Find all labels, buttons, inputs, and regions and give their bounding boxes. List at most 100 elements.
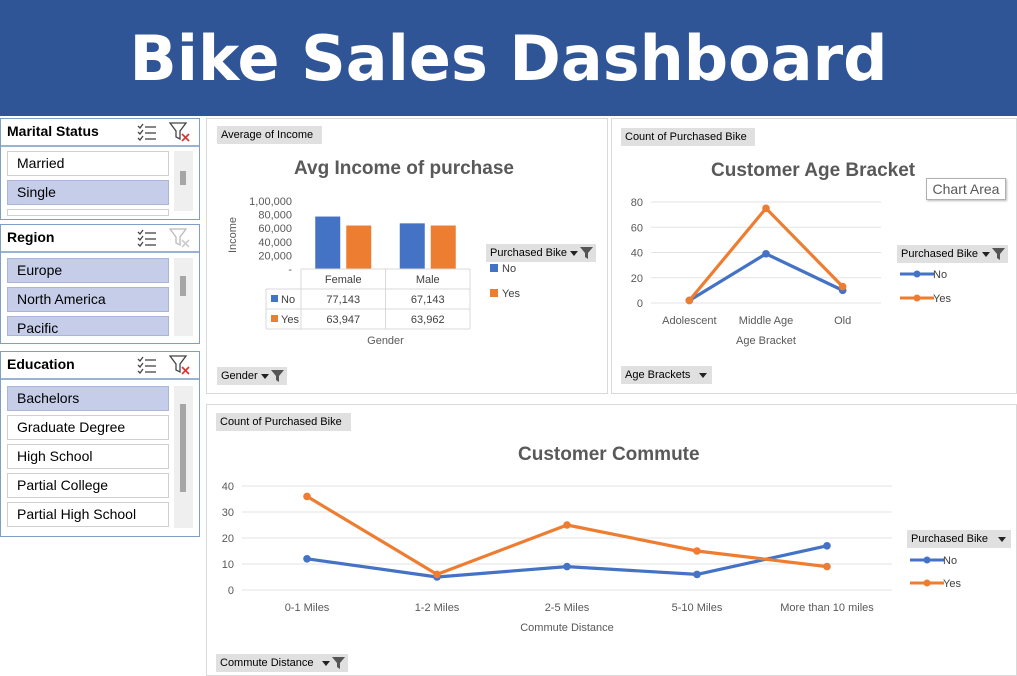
data-point-yes [838, 282, 847, 291]
category-label: Female [325, 274, 362, 286]
data-label: 63,962 [411, 314, 445, 326]
data-label: 67,143 [411, 294, 445, 306]
slicer-scrollbar[interactable] [174, 151, 193, 211]
scrollbar-thumb[interactable] [180, 404, 186, 492]
scrollbar-thumb[interactable] [180, 171, 186, 185]
multi-select-icon[interactable] [137, 229, 157, 247]
axis-field-button-age-brackets[interactable]: Age Brackets [621, 366, 712, 384]
commute-line-chart[interactable]: 0 10 20 30 40 0-1 Miles 1-2 Miles 2-5 Miles 5-10… [206, 470, 1017, 640]
series-line-no [687, 252, 845, 303]
category-label: 2-5 Miles [545, 602, 590, 614]
commute-chart-panel[interactable]: Count of Purchased Bike Commute Distance… [206, 404, 1017, 676]
dropdown-arrow-icon[interactable] [698, 368, 708, 382]
legend-header-label: Purchased Bike [490, 247, 568, 259]
multi-select-icon[interactable] [137, 123, 157, 141]
slicer-title: Education [7, 356, 75, 372]
legend-label: No [502, 263, 516, 275]
slicer-item-selected[interactable]: North America [7, 287, 169, 312]
data-point-yes [693, 547, 701, 555]
data-point-yes [685, 296, 694, 305]
bar-yes [346, 225, 372, 269]
category-label: Middle Age [739, 315, 793, 327]
slicer-item[interactable]: Partial College [7, 473, 169, 498]
clear-filter-icon[interactable] [169, 228, 191, 248]
data-point-yes [303, 492, 311, 501]
multi-select-icon[interactable] [137, 356, 157, 374]
filter-dropdown-icon[interactable] [320, 656, 346, 670]
y-tick-label: 80,000 [258, 210, 292, 222]
y-tick-label: 60,000 [258, 223, 292, 235]
slicer-item-partial[interactable] [7, 209, 169, 216]
legend-label: Yes [502, 288, 520, 300]
y-tick-label: 20 [631, 273, 643, 285]
series-line-no [305, 544, 829, 579]
category-label: 0-1 Miles [285, 602, 330, 614]
field-button-average-income[interactable]: Average of Income [217, 126, 322, 144]
dropdown-arrow-icon[interactable] [997, 532, 1007, 546]
scrollbar-thumb[interactable] [180, 276, 186, 296]
slicer-region[interactable]: Region Europe North America Pacific [0, 224, 200, 344]
slicer-header: Marital Status [1, 119, 199, 147]
slicer-title: Region [7, 229, 55, 245]
y-tick-label: 30 [222, 507, 234, 519]
x-axis-label: Commute Distance [520, 622, 614, 634]
data-point-yes [433, 570, 441, 579]
legend-label: Yes [943, 578, 961, 590]
filter-dropdown-icon[interactable] [259, 369, 285, 383]
income-chart-title: Avg Income of purchase [294, 158, 514, 179]
field-button-count-purchased[interactable]: Count of Purchased Bike [216, 413, 351, 431]
table-legend-key [271, 315, 278, 322]
legend-marker [913, 270, 921, 278]
legend-header-button[interactable]: Purchased Bike [907, 530, 1011, 548]
axis-field-button-gender[interactable]: Gender [217, 367, 287, 385]
axis-field-label: Gender [221, 370, 258, 382]
commute-chart-title: Customer Commute [518, 444, 700, 465]
legend-header-button[interactable]: Purchased Bike [897, 245, 1008, 263]
category-label: 1-2 Miles [415, 602, 460, 614]
legend-header-label: Purchased Bike [901, 248, 979, 260]
data-point-no [563, 562, 571, 571]
data-label: 63,947 [326, 314, 360, 326]
y-tick-label: 40 [631, 248, 643, 260]
legend-marker [913, 294, 921, 302]
slicer-item[interactable]: Married [7, 151, 169, 176]
slicer-header: Education [1, 352, 199, 380]
slicer-marital-status[interactable]: Marital Status Married Single [0, 118, 200, 220]
income-chart-panel[interactable]: Average of Income Gender Purchased Bike [206, 118, 608, 394]
legend-key-no [490, 264, 498, 272]
filter-dropdown-icon[interactable] [980, 247, 1006, 261]
x-axis-label: Gender [367, 335, 404, 345]
slicer-scrollbar[interactable] [174, 386, 193, 528]
legend-marker [923, 556, 931, 564]
axis-field-button-commute-distance[interactable]: Commute Distance [216, 654, 348, 672]
slicer-item[interactable]: Graduate Degree [7, 415, 169, 440]
clear-filter-icon[interactable] [169, 122, 191, 142]
age-line-chart[interactable]: 0 20 40 60 80 Adolescent Middle Age Old Age Brac… [611, 185, 1017, 355]
chart-area-tooltip: Chart Area [926, 178, 1006, 200]
data-point-no [303, 555, 311, 563]
slicer-item-selected[interactable]: Single [7, 180, 169, 205]
clear-filter-icon[interactable] [169, 355, 191, 375]
dashboard-banner: Bike Sales Dashboard [0, 0, 1017, 116]
legend-header-button[interactable]: Purchased Bike [486, 244, 596, 262]
category-label: More than 10 miles [780, 602, 874, 614]
table-series-label: No [281, 294, 295, 306]
y-tick-label: 40 [222, 481, 234, 493]
category-label: Adolescent [662, 315, 716, 327]
data-point-yes [563, 521, 571, 529]
slicer-item-selected[interactable]: Bachelors [7, 386, 169, 411]
category-label: 5-10 Miles [672, 602, 723, 614]
slicer-education[interactable]: Education Bachelors Graduate Degree High… [0, 351, 200, 537]
slicer-item-selected[interactable]: Pacific [7, 316, 169, 336]
slicer-item[interactable]: Partial High School [7, 502, 169, 527]
slicer-item-selected[interactable]: Europe [7, 258, 169, 283]
slicer-item[interactable]: High School [7, 444, 169, 469]
y-tick-label: 60 [631, 222, 643, 234]
axis-field-label: Age Brackets [625, 369, 691, 381]
slicer-scrollbar[interactable] [174, 258, 193, 336]
data-point-no [693, 570, 701, 579]
field-button-count-purchased[interactable]: Count of Purchased Bike [621, 128, 755, 146]
filter-dropdown-icon[interactable] [568, 246, 594, 260]
data-point-no [762, 249, 770, 258]
